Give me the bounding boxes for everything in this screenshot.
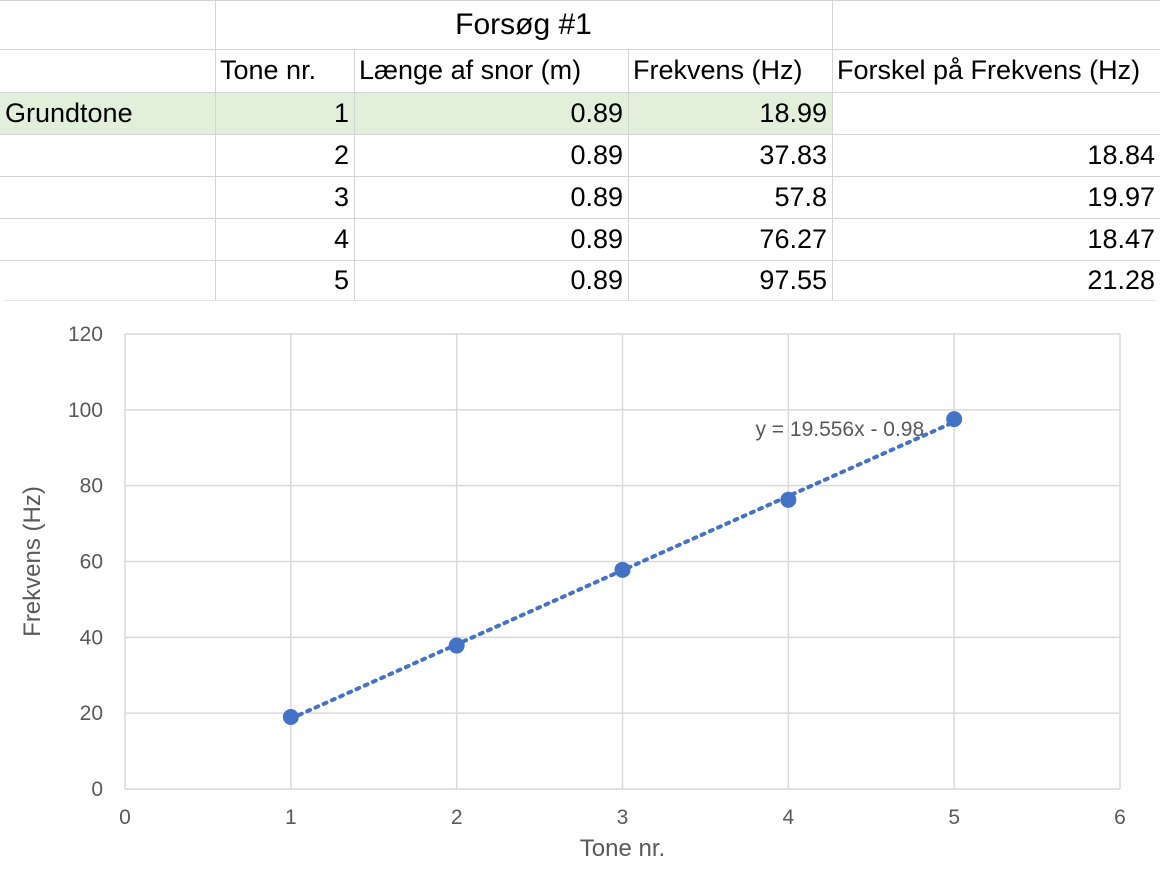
cell-frequency[interactable]: 37.83	[759, 139, 827, 170]
table-title[interactable]: Forsøg #1	[455, 7, 592, 41]
table-row: 5 0.89 97.55 21.28	[0, 260, 1160, 300]
x-tick-labels: 0 1 2 3 4 5 6	[119, 806, 1126, 829]
data-point	[282, 708, 299, 725]
scatter-chart[interactable]: 0 20 40 60 80 100 120 0 1 2 3 4 5 6 y = 19.556x - 0.…	[4, 300, 1156, 870]
cell-length[interactable]: 0.89	[570, 264, 623, 295]
cell-tone[interactable]: 1	[333, 97, 349, 128]
header-frequency[interactable]: Frekvens (Hz)	[633, 55, 803, 85]
cell-frequency[interactable]: 18.99	[759, 97, 827, 128]
spreadsheet-table: Forsøg #1 Tone nr. Længe af snor (m) Fre…	[0, 0, 1160, 300]
table-header-row: Tone nr. Længe af snor (m) Frekvens (Hz)…	[0, 49, 1160, 92]
x-tick-label: 6	[1114, 806, 1126, 829]
header-length[interactable]: Længe af snor (m)	[359, 55, 582, 85]
data-point	[946, 411, 963, 428]
cell-tone[interactable]: 2	[333, 139, 349, 170]
y-tick-label: 20	[80, 702, 103, 725]
data-point	[614, 561, 631, 578]
x-tick-label: 2	[451, 806, 463, 829]
cell-frequency[interactable]: 97.55	[759, 264, 827, 295]
x-tick-label: 3	[617, 806, 629, 829]
x-tick-label: 4	[782, 806, 794, 829]
row-label[interactable]	[0, 134, 215, 176]
y-tick-label: 100	[68, 399, 103, 422]
table-row: 4 0.89 76.27 18.47	[0, 218, 1160, 260]
y-tick-labels: 0 20 40 60 80 100 120	[68, 323, 103, 801]
table-row: 3 0.89 57.8 19.97	[0, 176, 1160, 218]
cell-tone[interactable]: 5	[333, 264, 349, 295]
x-axis-label: Tone nr.	[580, 835, 665, 862]
cell-length[interactable]: 0.89	[570, 97, 623, 128]
cell-frequency-diff[interactable]: 21.28	[1087, 264, 1155, 295]
data-point	[448, 637, 465, 654]
y-tick-label: 120	[68, 323, 103, 346]
gridlines	[124, 333, 1121, 790]
cell-frequency-diff[interactable]	[832, 92, 1160, 134]
cell-frequency-diff[interactable]: 18.84	[1087, 139, 1155, 170]
data-points	[282, 411, 963, 725]
row-label[interactable]	[0, 260, 215, 300]
cell-length[interactable]: 0.89	[570, 139, 623, 170]
chart-svg: 0 20 40 60 80 100 120 0 1 2 3 4 5 6 y = 19.556x - 0.…	[19, 323, 1126, 862]
y-tick-label: 40	[80, 626, 103, 649]
y-tick-label: 0	[91, 778, 103, 801]
x-tick-label: 0	[119, 806, 131, 829]
cell-frequency-diff[interactable]: 19.97	[1087, 181, 1155, 212]
table-row: 2 0.89 37.83 18.84	[0, 134, 1160, 176]
header-tone-nr[interactable]: Tone nr.	[220, 55, 317, 85]
header-frequency-diff[interactable]: Forskel på Frekvens (Hz)	[837, 55, 1141, 85]
row-label[interactable]: Grundtone	[5, 97, 133, 128]
cell-tone[interactable]: 3	[333, 181, 349, 212]
y-tick-label: 80	[80, 475, 103, 498]
table-title-row: Forsøg #1	[0, 0, 1160, 49]
cell-frequency[interactable]: 57.8	[774, 181, 827, 212]
x-tick-label: 1	[285, 806, 297, 829]
table-row: Grundtone 1 0.89 18.99	[0, 92, 1160, 134]
data-point	[780, 491, 797, 508]
row-label[interactable]	[0, 176, 215, 218]
y-tick-label: 60	[80, 551, 103, 574]
cell-length[interactable]: 0.89	[570, 181, 623, 212]
y-axis-label: Frekvens (Hz)	[19, 486, 46, 637]
grundtone-row-highlight	[0, 92, 832, 134]
cell-tone[interactable]: 4	[333, 223, 349, 254]
row-label[interactable]	[0, 218, 215, 260]
cell-frequency-diff[interactable]: 18.47	[1087, 223, 1155, 254]
trendline-equation: y = 19.556x - 0.98	[755, 418, 924, 441]
x-tick-label: 5	[948, 806, 960, 829]
cell-frequency[interactable]: 76.27	[759, 223, 827, 254]
cell-length[interactable]: 0.89	[570, 223, 623, 254]
